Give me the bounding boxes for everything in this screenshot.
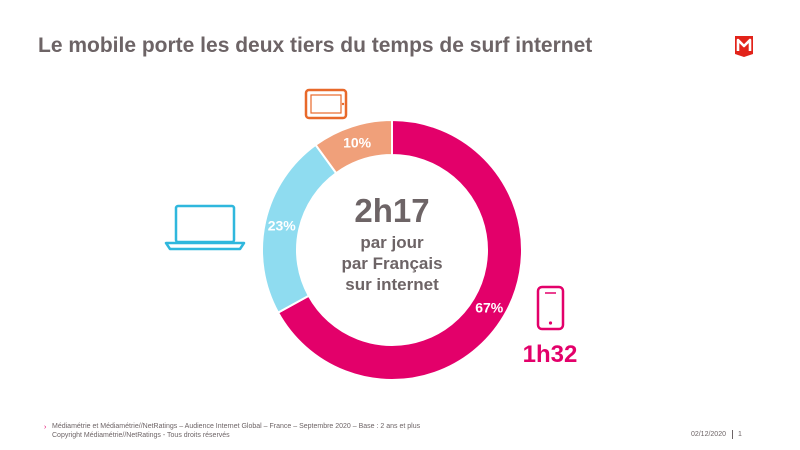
center-total: 2h17: [354, 192, 429, 229]
page-title: Le mobile porte les deux tiers du temps …: [38, 34, 593, 57]
smartphone-time-annotation: 1h32: [523, 341, 578, 368]
center-line-1: par jour: [360, 233, 424, 252]
smartphone-icon: [536, 285, 565, 331]
donut-slice-tablette: [314, 118, 393, 175]
laptop-icon: [164, 204, 246, 251]
page-number: 1: [738, 431, 742, 438]
slice-label-ordinateur: 23%: [268, 217, 297, 233]
slice-label-smartphone: 67%: [475, 300, 504, 316]
footer-date: 02/12/2020: [690, 431, 726, 438]
footer-copyright: Copyright Médiamétrie//NetRatings - Tous…: [52, 432, 230, 439]
mediametrie-logo: [735, 36, 753, 57]
center-line-3: sur internet: [345, 275, 439, 294]
donut-slice-smartphone: [276, 118, 523, 381]
footer-arrow-icon: ›: [44, 424, 47, 431]
footer-separator: [732, 430, 733, 439]
slice-label-tablette: 10%: [343, 135, 372, 151]
center-line-2: par Français: [341, 254, 442, 273]
footer-source: Médiamétrie et Médiamétrie//NetRatings –…: [52, 423, 421, 430]
tablet-icon: [304, 88, 348, 120]
